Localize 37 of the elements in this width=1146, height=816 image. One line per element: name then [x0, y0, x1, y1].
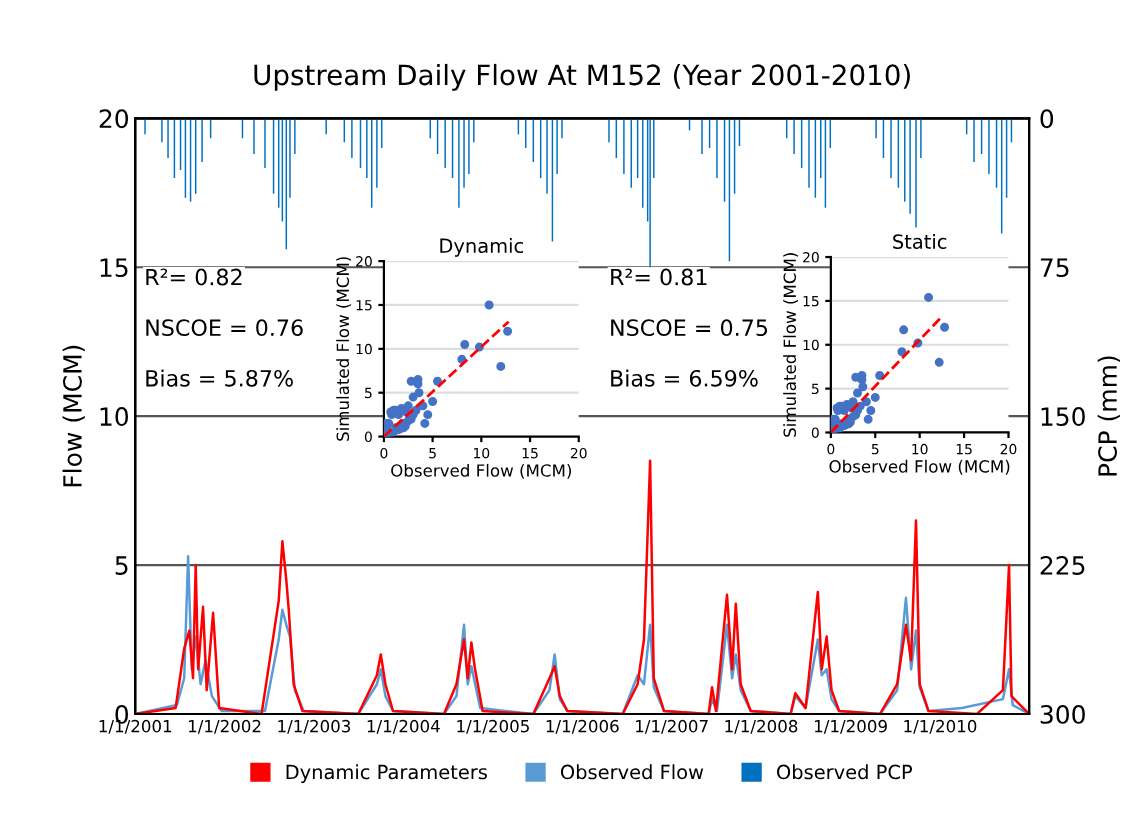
x-tick-label: 1/1/2009 — [815, 719, 887, 734]
x-tick-label: 1/1/2007 — [636, 719, 708, 734]
x-tick-label: 1/1/2001 — [99, 719, 172, 734]
y-tick-label: 10 — [100, 407, 129, 427]
y2-tick-label: 75 — [1040, 258, 1069, 278]
y-axis-title: Simulated Flow (MCM) — [783, 253, 799, 437]
annotation: R²= 0.81 — [611, 268, 707, 286]
x-tick-label: 1/1/2008 — [725, 719, 798, 734]
x-tick-label: 1/1/2004 — [367, 719, 440, 734]
y2-tick-label: 225 — [1040, 556, 1085, 575]
y-axis-title: Flow (MCM) — [62, 345, 85, 487]
annotation: Bias = 5.87% — [146, 369, 293, 387]
y2-tick-label: 300 — [1040, 704, 1085, 724]
y-tick-label: 15 — [100, 258, 128, 278]
chart-title: Upstream Daily Flow At M152 (Year 2001-2010) — [254, 63, 910, 91]
y-tick-label: 20 — [99, 109, 129, 129]
x-tick-label: 1/1/2010 — [904, 719, 977, 734]
x-tick-label: 1/1/2006 — [546, 719, 619, 734]
chart-title: Dynamic — [440, 238, 523, 257]
chart-title: Static — [893, 233, 947, 249]
x-tick-label: 1/1/2005 — [457, 719, 529, 734]
annotation: NSCOE = 0.76 — [146, 319, 303, 337]
annotation: R²= 0.82 — [146, 268, 242, 286]
x-tick-label: 1/1/2003 — [278, 719, 351, 734]
x-axis-title: Observed Flow (MCM) — [391, 463, 571, 479]
y2-tick-label: 0 — [1040, 109, 1054, 129]
legend-label: Observed PCP — [777, 764, 913, 780]
y-tick-label: 5 — [115, 556, 128, 575]
x-tick-label: 1/1/2002 — [189, 719, 261, 734]
annotation: Bias = 6.59% — [611, 369, 758, 387]
x-axis-title: Observed Flow (MCM) — [829, 459, 1010, 475]
y2-axis-title: PCP (mm) — [1097, 356, 1120, 476]
y2-tick-label: 150 — [1041, 407, 1085, 427]
annotation: NSCOE = 0.75 — [611, 319, 768, 337]
y-axis-title: Simulated Flow (MCM) — [336, 257, 352, 441]
legend-label: Dynamic Parameters — [286, 764, 487, 784]
legend-label: Observed Flow — [560, 764, 704, 780]
